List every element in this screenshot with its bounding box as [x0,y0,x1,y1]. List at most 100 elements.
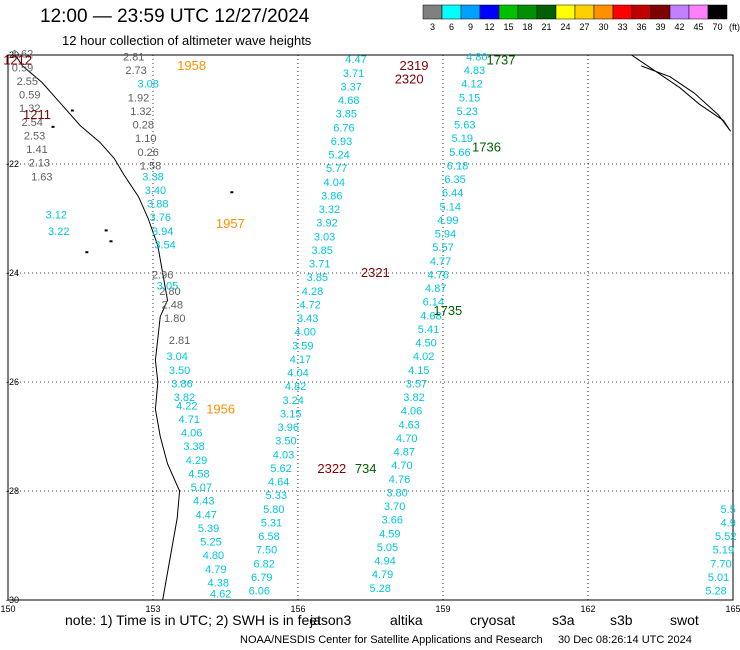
legend-swatch [555,4,576,20]
wave-height-value: 5.28 [369,583,390,595]
legend-bin-label: 45 [693,22,703,32]
wave-height-value: 5.94 [435,229,456,241]
wave-height-value: 5.80 [263,504,284,516]
wave-height-value: 1.41 [26,144,47,156]
new-caledonia-coast [631,54,731,132]
sat-label-jason3: jason3 [310,612,352,628]
lon-tick-label: 153 [145,604,160,614]
map-subtitle: 12 hour collection of altimeter wave hei… [62,33,312,48]
wave-height-value: 2.54 [21,117,42,129]
wave-height-value: 4.68 [420,310,441,322]
legend-bin-label: 9 [468,22,473,32]
wave-height-value: 5.31 [261,517,282,529]
legend-swatch [650,4,671,20]
wave-height-value: 5.62 [270,463,291,475]
reef-island [51,125,55,128]
wave-height-value: 3.50 [275,436,296,448]
wave-height-value: 4.70 [396,433,417,445]
wave-height-value: 5.14 [440,201,461,213]
wave-height-value: 1.63 [31,171,52,183]
wave-height-value: 6.35 [444,174,465,186]
wave-height-value: 4.06 [181,428,202,440]
wave-height-value: 2.80 [159,286,180,298]
map-title: 12:00 — 23:59 UTC 12/27/2024 [40,6,310,27]
lon-tick-label: 159 [435,604,450,614]
legend-swatch [498,4,519,20]
pass-time-label: 2320 [395,72,424,87]
legend-swatch [441,4,462,20]
wave-height-value: 6.06 [249,586,270,598]
wave-height-value: 4.70 [391,460,412,472]
wave-height-value: 5.15 [459,92,480,104]
wave-height-value: 4.47 [345,54,366,66]
legend-swatch [574,4,595,20]
wave-height-value: 5.52 [715,531,736,543]
wave-height-value: 3.08 [137,79,158,91]
reef-island [109,240,113,243]
pass-time-label: 1736 [472,140,501,155]
legend-bin-label: 15 [503,22,513,32]
legend-swatch [631,4,652,20]
legend-bin-label: 70 [712,22,722,32]
wave-height-value: 1.32 [130,106,151,118]
wave-height-value: 3.82 [403,392,424,404]
wave-height-value: 4.64 [268,477,289,489]
wave-height-value: 3.70 [384,501,405,513]
lat-tick-label: -20 [6,50,19,60]
wave-height-value: 3.40 [145,185,166,197]
wave-height-value: 3.04 [166,351,187,363]
legend-swatch [536,4,557,20]
wave-height-value: 4.79 [205,564,226,576]
legend-bin-label: 30 [598,22,608,32]
wave-height-value: 4.17 [290,354,311,366]
pass-time-label: 2321 [361,265,390,280]
wave-height-value: 4.04 [324,177,345,189]
legend-swatch [517,4,538,20]
wave-height-value: 3.12 [46,210,67,222]
lon-tick-label: 165 [725,604,740,614]
sat-label-swot: swot [670,612,699,628]
lat-tick-label: -30 [6,595,19,605]
wave-height-value: 3.32 [319,204,340,216]
wave-height-value: 4.87 [394,447,415,459]
wave-height-value: 7.50 [256,545,277,557]
legend-swatch [460,4,481,20]
wave-height-value: 4.87 [425,283,446,295]
wave-height-value: 0.59 [19,90,40,102]
legend-swatch [669,4,690,20]
wave-height-value: 4.80 [466,51,487,63]
wave-height-value: 2.81 [123,51,144,63]
wave-height-value: 4.62 [210,588,231,600]
lat-tick-label: -28 [6,486,19,496]
wave-height-value: 6.93 [331,136,352,148]
note-text: note: 1) Time is in UTC; 2) SWH is in fe… [65,612,321,628]
wave-height-value: 5.63 [454,120,475,132]
wave-height-value: 3.71 [343,68,364,80]
wave-height-value: 5.05 [377,542,398,554]
wave-height-value: 4.00 [295,327,316,339]
wave-height-value: 3.82 [174,392,195,404]
pass-time-label: 2319 [400,58,429,73]
wave-height-value: 4.38 [208,577,229,589]
wave-height-value: 1.62 [12,49,33,61]
legend-swatch [479,4,500,20]
wave-height-value: 3.22 [48,226,69,238]
wave-height-value: 4.12 [461,79,482,91]
wave-height-value: 2.73 [125,65,146,77]
wave-height-value: 3.94 [152,226,173,238]
legend-bin-label: 21 [541,22,551,32]
footer-credit: NOAA/NESDIS Center for Satellite Applica… [240,634,692,646]
wave-height-value: 4.76 [427,269,448,281]
legend-unit: (ft) [729,22,740,32]
legend-bin-label: 39 [655,22,665,32]
wave-height-value: 4.47 [195,509,216,521]
wave-height-value: 4.83 [464,65,485,77]
pass-time-label: 1211 [23,107,51,122]
wave-height-value: 1.58 [140,160,161,172]
coastline [14,54,181,601]
wave-height-value: 5.57 [432,242,453,254]
legend-bin-label: 33 [617,22,627,32]
pass-time-label: 1957 [216,216,245,231]
wave-height-value: 3.05 [157,280,178,292]
